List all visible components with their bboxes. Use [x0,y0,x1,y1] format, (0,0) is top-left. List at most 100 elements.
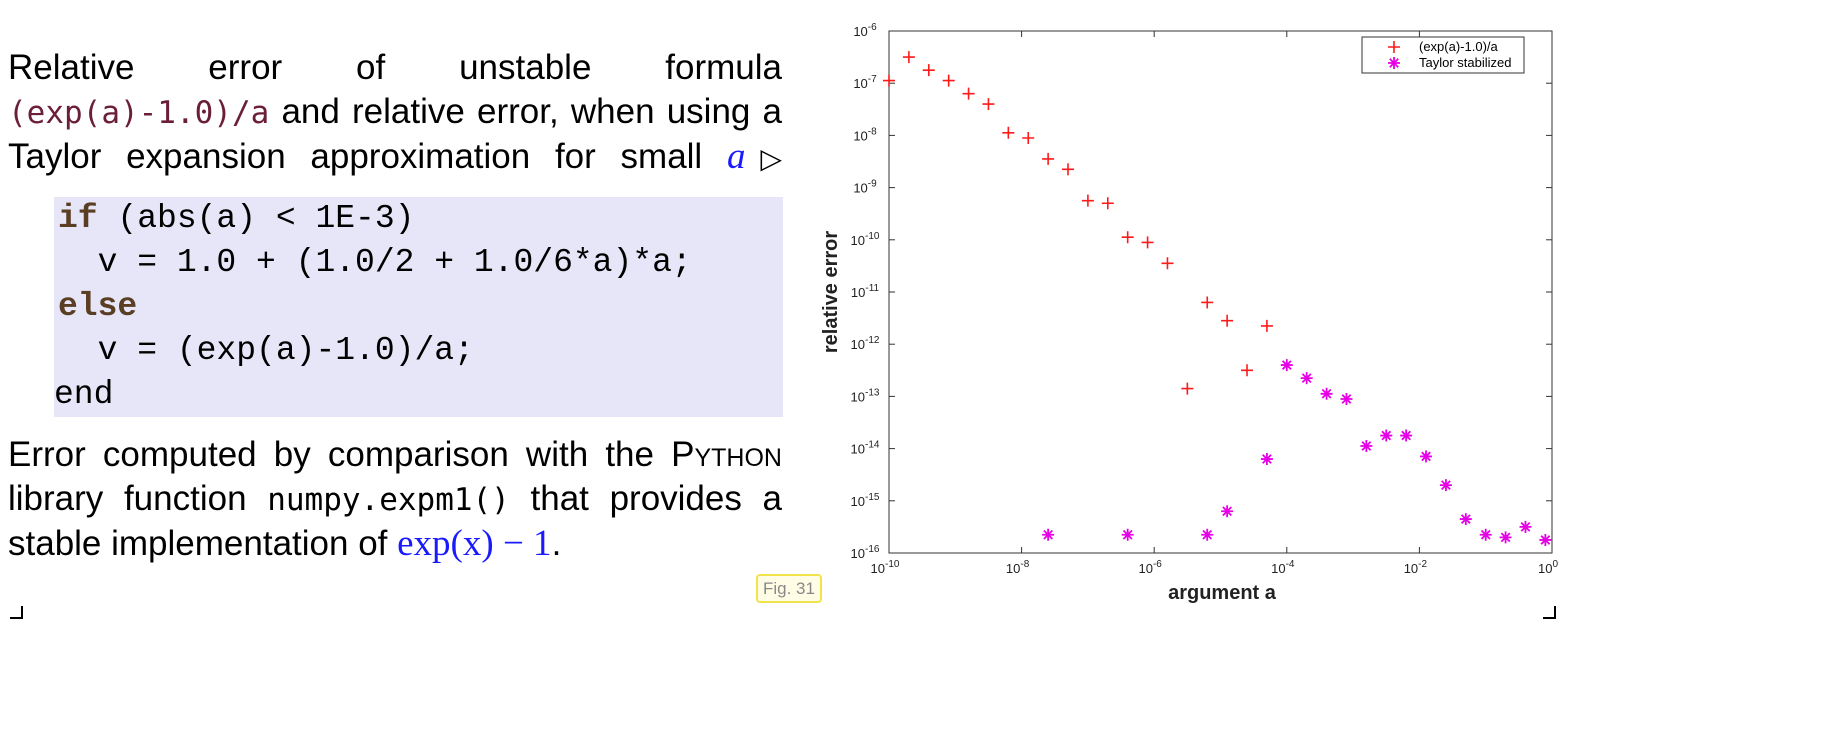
x-axis-label: argument a [1168,582,1277,604]
data-point-unstable [1260,319,1273,332]
code-line-2: v = 1.0 + (1.0/2 + 1.0/6*a)*a; [58,244,692,281]
y-tick-label: 10-9 [853,179,877,196]
description-paragraph: Relative error of unstable formula (exp(… [8,46,782,181]
legend: (exp(a)-1.0)/a Taylor stabilized [1361,36,1525,74]
word: Relative [8,48,135,87]
data-point-unstable [1141,236,1154,249]
paragraph-text: library function [8,479,247,518]
data-point-taylor [1499,531,1512,544]
y-tick-label: 10-8 [853,126,877,143]
legend-markers [1388,41,1400,69]
data-point-unstable [1042,152,1055,165]
paragraph-text: and relative error, when using a Taylor … [8,92,782,176]
x-tick-label: 10-6 [1139,559,1163,576]
y-axis-label: relative error [820,231,842,354]
paragraph-text: Error computed by comparison with the [8,435,654,474]
data-point-unstable [1241,364,1254,377]
data-point-taylor [1459,513,1472,526]
data-point-unstable [982,98,995,111]
keyword-if: if [58,200,98,237]
data-point-unstable [1002,126,1015,139]
data-point-unstable [1062,163,1075,176]
data-point-taylor [1539,533,1552,546]
plot-frame [888,30,1553,554]
code-line-1: if (abs(a) < 1E-3) [58,197,414,241]
data-point-unstable [1221,314,1234,327]
data-point-taylor [1121,528,1134,541]
data-point-unstable [1101,197,1114,210]
y-tick-label: 10-6 [853,22,877,39]
code-line-5: end [54,376,114,413]
x-tick-label: 10-8 [1006,559,1030,576]
unstable-formula-code: (exp(a)-1.0)/a [8,95,270,131]
y-tick-label: 10-16 [851,544,880,561]
variable-a: a [726,136,746,177]
paragraph-text: that provides a stable implementation of [8,479,782,563]
x-tick-label: 100 [1538,559,1558,576]
corner-mark-left [10,606,23,619]
python-name: Python [671,435,782,474]
data-point-unstable [883,74,895,87]
tick-labels: 10-10 10-8 10-6 10-4 10-2 100 10-16 10-15 10-14 1… [851,22,1559,576]
axis-ticks [888,30,1553,554]
data-point-unstable [942,74,955,87]
expm1-code: numpy.expm1() [267,482,510,518]
y-tick-label: 10-12 [851,335,880,352]
y-tick-label: 10-14 [851,440,880,457]
data-point-unstable [1181,382,1194,395]
y-tick-label: 10-7 [853,74,877,91]
x-tick-label: 10-2 [1404,559,1428,576]
data-point-unstable [1081,194,1094,207]
legend-marker-plus [1388,41,1400,53]
y-tick-label: 10-11 [851,283,880,300]
error-explanation-paragraph: Error computed by comparison with the Py… [8,433,782,566]
data-point-taylor [1360,439,1373,452]
data-point-unstable [1022,132,1035,145]
data-point-unstable [1161,257,1174,270]
data-point-taylor [1320,387,1333,400]
data-point-unstable [922,64,935,77]
data-points [883,51,1552,546]
code-line-4: v = (exp(a)-1.0)/a; [58,332,474,369]
data-point-taylor [1519,520,1532,533]
math-expression: exp(x) − 1 [397,523,552,564]
legend-box [1361,36,1525,74]
data-point-taylor [1042,528,1055,541]
x-tick-label: 10-4 [1271,559,1295,576]
data-point-taylor [1400,429,1413,442]
data-point-taylor [1340,393,1353,406]
data-point-unstable [1121,231,1134,244]
word: unstable [459,48,592,87]
y-tick-label: 10-13 [851,387,880,404]
code-block: if (abs(a) < 1E-3) v = 1.0 + (1.0/2 + 1.… [54,197,783,417]
word: formula [665,48,782,87]
y-tick-label: 10-15 [851,492,880,509]
data-point-taylor [1201,528,1214,541]
data-point-unstable [962,87,975,100]
data-point-taylor [1280,359,1293,372]
code-text: (abs(a) < 1E-3) [97,200,415,237]
data-point-taylor [1260,453,1273,466]
figure-label[interactable]: Fig. 31 [756,574,822,603]
data-point-taylor [1479,528,1492,541]
data-point-unstable [902,51,915,64]
data-point-taylor [1221,505,1234,518]
legend-label-taylor: Taylor stabilized [1419,55,1512,70]
legend-marker-asterisk [1388,57,1400,69]
data-point-taylor [1380,429,1393,442]
legend-label-unstable: (exp(a)-1.0)/a [1419,39,1499,54]
data-point-taylor [1439,479,1452,492]
data-point-unstable [1201,296,1214,309]
period: . [551,524,562,563]
triangle-icon: ▷ [745,143,782,174]
keyword-else: else [58,288,138,325]
x-tick-label: 10-10 [871,559,900,576]
data-point-taylor [1420,450,1433,463]
corner-mark-right [1543,606,1556,619]
word: error [208,48,283,87]
word: of [356,48,386,87]
data-point-taylor [1300,372,1313,385]
y-tick-label: 10-10 [851,231,880,248]
code-line-3: else [58,285,137,329]
error-plot: 10-10 10-8 10-6 10-4 10-2 100 10-16 10-15 10-14 1… [820,22,1559,604]
